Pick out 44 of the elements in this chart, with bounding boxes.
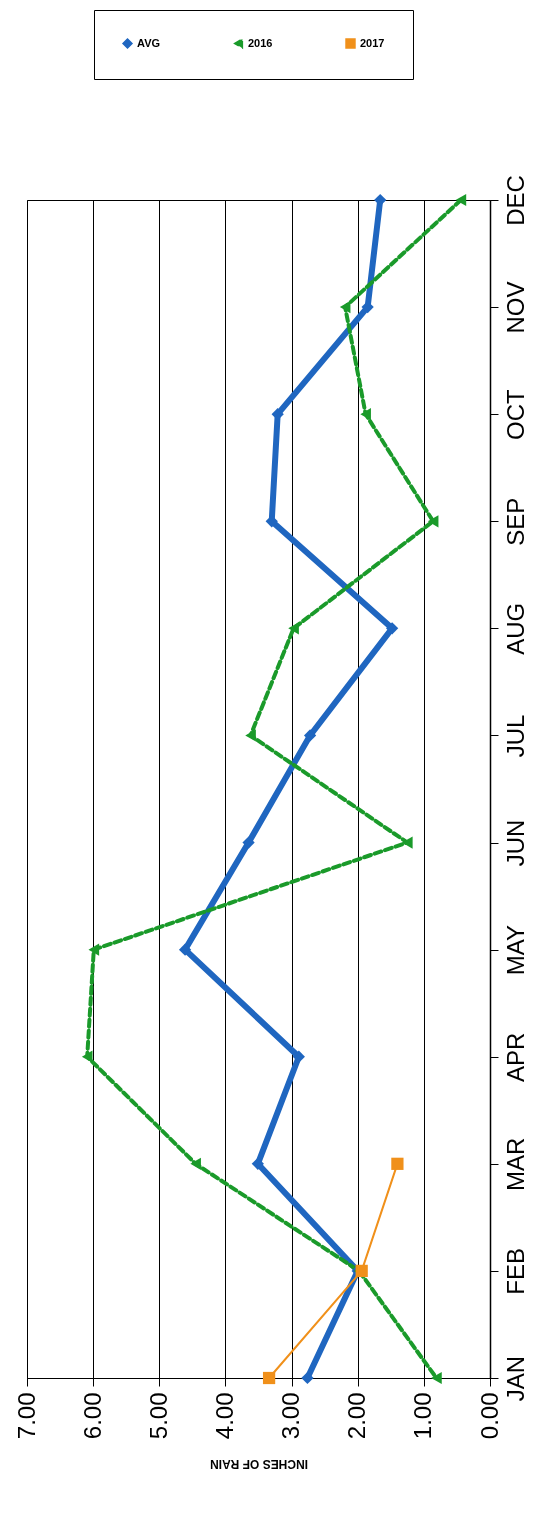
point	[81, 1050, 93, 1063]
legend-label: 2017	[360, 36, 385, 49]
y-tick-label: JUL	[501, 714, 529, 758]
x-tick-label: 1.00	[409, 1392, 437, 1440]
x-tick-label: 6.00	[78, 1392, 106, 1440]
y-tick-label: MAY	[501, 925, 529, 976]
y-tick-label: AUG	[501, 602, 529, 655]
point	[385, 622, 399, 635]
x-axis-title: INCHES OF RAIN	[209, 1457, 309, 1472]
y-tick-label: MAR	[501, 1137, 529, 1191]
point	[455, 193, 467, 207]
point	[427, 515, 439, 528]
x-tick-label: 0.00	[475, 1392, 503, 1440]
legend-label: 2016	[248, 36, 273, 49]
point	[391, 1157, 404, 1170]
point	[242, 836, 255, 849]
point	[292, 1050, 305, 1063]
point	[251, 1157, 264, 1170]
point	[402, 836, 413, 849]
x-tick-label: 4.00	[210, 1392, 238, 1440]
point	[190, 1157, 201, 1170]
point	[303, 729, 317, 742]
legend-label: AVG	[137, 36, 161, 49]
y-tick-label: APR	[501, 1032, 529, 1082]
y-tick-label: JAN	[501, 1355, 529, 1402]
x-tick-label: 5.00	[144, 1392, 172, 1440]
y-tick-label: DEC	[501, 175, 529, 226]
y-tick-label: FEB	[501, 1248, 529, 1295]
x-tick-label: 3.00	[277, 1392, 305, 1440]
y-tick-label: NOV	[501, 281, 529, 334]
point	[178, 943, 192, 956]
point	[288, 622, 299, 635]
x-tick-label: 7.00	[12, 1392, 40, 1440]
y-tick-label: SEP	[501, 497, 529, 546]
point	[360, 408, 371, 421]
point	[245, 729, 256, 742]
point	[301, 1371, 314, 1385]
y-tick-label: OCT	[501, 389, 529, 441]
point	[88, 943, 100, 956]
point	[339, 300, 351, 314]
point	[431, 1371, 442, 1385]
x-tick-label: 2.00	[343, 1392, 371, 1440]
y-tick-label: JUN	[501, 819, 529, 867]
point	[262, 1371, 276, 1385]
